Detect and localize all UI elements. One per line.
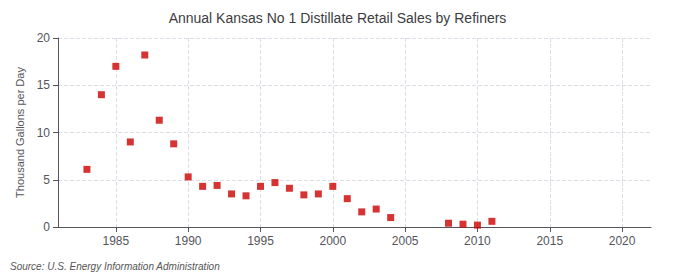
svg-text:2005: 2005: [392, 234, 419, 248]
svg-text:20: 20: [37, 31, 51, 45]
svg-text:2015: 2015: [536, 234, 563, 248]
svg-text:2000: 2000: [319, 234, 346, 248]
svg-text:2020: 2020: [609, 234, 636, 248]
svg-text:5: 5: [43, 173, 50, 187]
svg-text:Annual Kansas No 1 Distillate: Annual Kansas No 1 Distillate Retail Sal…: [169, 10, 507, 26]
svg-text:1995: 1995: [247, 234, 274, 248]
svg-text:1990: 1990: [175, 234, 202, 248]
svg-text:2010: 2010: [464, 234, 491, 248]
svg-text:0: 0: [43, 220, 50, 234]
svg-text:1985: 1985: [103, 234, 130, 248]
svg-text:Thousand Gallons per Day: Thousand Gallons per Day: [14, 67, 26, 198]
svg-text:Source: U.S. Energy Informatio: Source: U.S. Energy Information Administ…: [10, 261, 220, 272]
svg-text:10: 10: [37, 126, 51, 140]
svg-text:15: 15: [37, 78, 51, 92]
